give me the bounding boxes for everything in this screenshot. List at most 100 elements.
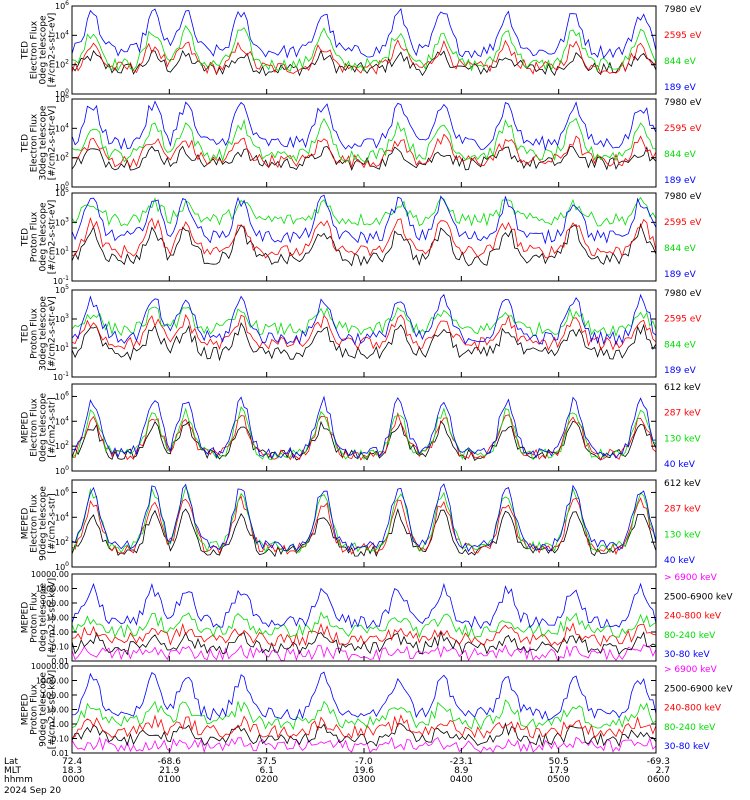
legend-entry: 844 eV <box>664 244 697 254</box>
legend-entry: 80-240 keV <box>664 723 716 733</box>
series-line-6-2 <box>71 495 657 556</box>
ytick-label: 100 <box>55 465 69 476</box>
series-line-4-2 <box>71 313 657 352</box>
bottom-row-label: Lat <box>4 757 19 767</box>
bottom-hhmm-value: 0200 <box>255 775 278 785</box>
bottom-mlt-value: 8.9 <box>454 766 469 776</box>
ylabel-line: 0deg telescope <box>39 393 49 463</box>
panel-frame <box>71 479 657 568</box>
ylabel-line: [#/cm2-s-str] <box>48 493 58 553</box>
ytick-label: 106 <box>55 93 69 104</box>
legend-entry: 844 eV <box>664 150 697 160</box>
ylabel-group: TED Proton Flux 0deg telescope [#/cm2-s-str… <box>21 200 58 275</box>
ylabel-line: MEPED <box>21 412 31 444</box>
legend-entry: 2595 eV <box>664 315 702 325</box>
legend-entry: 7980 eV <box>664 192 702 202</box>
bottom-lat-value: -68.6 <box>158 757 182 767</box>
legend-entry: 130 keV <box>664 434 701 444</box>
ylabel-group: TED Electron Flux 30deg telescope [#/cm2-s-… <box>21 105 58 180</box>
panel-3: 10-1 101 103 105 TED Proton Flux 0deg telescop… <box>21 187 703 286</box>
ytick-label: 103 <box>55 216 69 227</box>
bottom-hhmm-value: 0400 <box>450 775 473 785</box>
bottom-hhmm-value: 0500 <box>547 775 570 785</box>
bottom-lat-value: 50.5 <box>549 757 569 767</box>
bottom-mlt-value: 18.3 <box>62 766 82 776</box>
ytick-label: 104 <box>55 29 69 40</box>
series-line-5-2 <box>71 411 657 461</box>
ylabel-line: [#/cm2-s-str-eV] <box>48 200 58 275</box>
legend-entry: 189 eV <box>664 176 697 186</box>
ylabel-line: Proton Flux <box>30 211 40 262</box>
bottom-mlt-value: 6.1 <box>260 766 274 776</box>
bottom-lat-value: -23.1 <box>450 757 473 767</box>
series-line-7-2 <box>71 630 657 656</box>
ytick-label: 100.00 <box>41 691 69 700</box>
ytick-label: 105 <box>55 187 69 198</box>
panel-frame <box>71 289 657 378</box>
ylabel-line: [#/cm2-s-str] <box>48 397 58 457</box>
ylabel-line: Electron Flux <box>30 20 40 79</box>
series-line-1-4 <box>71 7 657 59</box>
ytick-label: 10.00 <box>46 614 69 623</box>
legend-entry: 240-800 keV <box>664 612 722 622</box>
ytick-label: 1.00 <box>51 628 69 637</box>
ytick-label: 104 <box>55 415 69 426</box>
ytick-label: 102 <box>55 440 69 451</box>
legend-entry: 612 keV <box>664 383 701 393</box>
ytick-label: 100.00 <box>41 599 69 608</box>
ylabel-line: Proton Flux <box>30 308 40 359</box>
ylabel-line: 30deg telescope <box>39 105 49 180</box>
legend-entry: 130 keV <box>664 530 701 540</box>
panel-1: 100 102 104 106 TED Electron Flux 0deg telesco… <box>21 0 703 99</box>
legend-entry: 2595 eV <box>664 124 702 134</box>
series-line-4-4 <box>71 293 657 346</box>
ylabel-group: MEPED Electron Flux 0deg telescope [#/cm2-s… <box>21 393 58 463</box>
legend-entry: 844 eV <box>664 57 697 67</box>
bottom-hhmm-value: 0100 <box>158 775 181 785</box>
ytick-label: 0.01 <box>51 749 69 758</box>
legend-entry: 189 eV <box>664 270 697 280</box>
ytick-label: 10000.00 <box>31 570 69 579</box>
ytick-label: 10-1 <box>53 275 69 286</box>
series-line-5-4 <box>71 395 657 460</box>
ylabel-line: [#/cm2-s-str-eV] <box>48 13 58 88</box>
legend-entry: 30-80 keV <box>664 650 710 660</box>
bottom-row-label: MLT <box>4 766 22 776</box>
bottom-mlt-value: 2.7 <box>656 766 670 776</box>
bottom-mlt-value: 17.9 <box>549 766 569 776</box>
ytick-label: 105 <box>55 284 69 295</box>
series-line-8-3 <box>71 714 657 739</box>
ylabel-line: Proton Flux <box>30 592 40 643</box>
series-line-3-1 <box>71 222 657 267</box>
ytick-label: 104 <box>55 511 69 522</box>
bottom-lat-value: -7.0 <box>355 757 373 767</box>
ytick-label: 1.00 <box>51 720 69 729</box>
bottom-row-label: hhmm <box>4 775 33 785</box>
ytick-label: 1000.00 <box>36 677 69 686</box>
ylabel-line: [#/cm2-s-str-eV] <box>48 296 58 371</box>
series-line-8-5 <box>71 671 657 721</box>
series-line-3-3 <box>71 196 657 227</box>
legend-entry: 612 keV <box>664 479 701 489</box>
bottom-mlt-value: 21.9 <box>159 766 179 776</box>
ytick-label: 10000.00 <box>31 662 69 671</box>
series-line-4-1 <box>71 322 657 362</box>
bottom-hhmm-value: 0300 <box>353 775 376 785</box>
legend-entry: 40 keV <box>664 460 696 470</box>
series-line-7-4 <box>71 611 657 639</box>
legend-entry: 40 keV <box>664 556 696 566</box>
legend-entry: 7980 eV <box>664 98 702 108</box>
ylabel-group: MEPED Proton Flux 90deg telescope [#/cm2-s-… <box>21 670 58 749</box>
series-line-4-3 <box>71 306 657 337</box>
ylabel-line: TED <box>21 41 31 60</box>
ytick-label: 102 <box>55 536 69 547</box>
ylabel-line: 0deg telescope <box>39 15 49 85</box>
series-line-6-3 <box>71 485 657 554</box>
legend-entry: 287 keV <box>664 409 701 419</box>
ytick-label: 10.00 <box>46 706 69 715</box>
series-line-7-3 <box>71 622 657 648</box>
ylabel-line: 90deg telescope <box>39 672 49 747</box>
